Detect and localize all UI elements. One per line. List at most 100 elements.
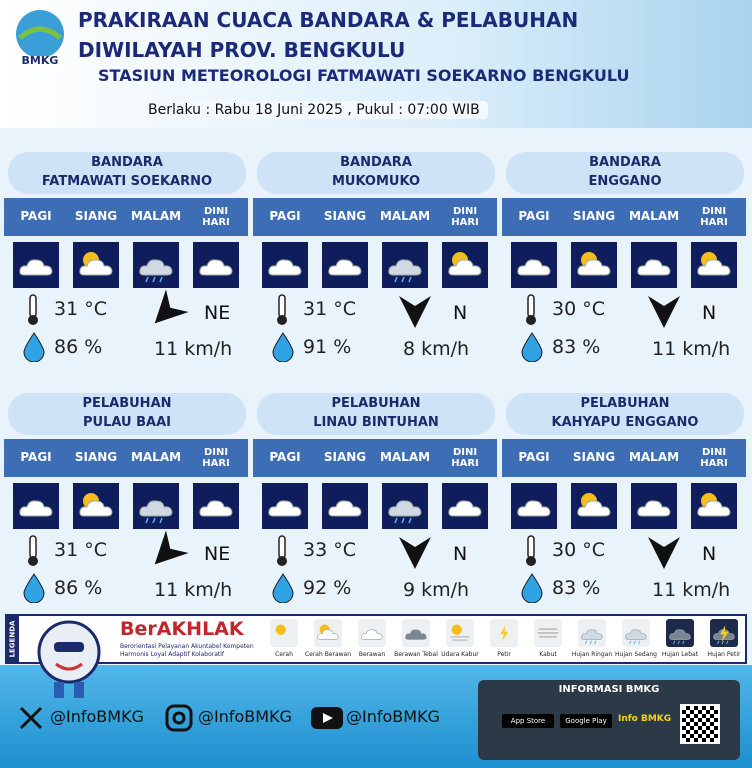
weather-icon bbox=[199, 259, 233, 276]
cloud bbox=[577, 259, 611, 276]
logo bbox=[8, 6, 72, 70]
cloud bbox=[328, 259, 362, 276]
legend-icon bbox=[446, 619, 474, 647]
weather-tile bbox=[73, 483, 119, 529]
weather-icon bbox=[388, 500, 422, 524]
rain bbox=[145, 276, 163, 283]
weather-tile bbox=[382, 242, 428, 288]
weather-icon bbox=[713, 625, 735, 645]
weather-icon bbox=[537, 628, 559, 638]
wind-arrow bbox=[138, 284, 195, 341]
legend-icon bbox=[358, 619, 386, 647]
location-pill bbox=[506, 152, 744, 194]
thermometer-icon bbox=[28, 294, 38, 325]
weather-tile bbox=[631, 483, 677, 529]
cloud bbox=[19, 259, 53, 276]
location-type: BANDARA bbox=[340, 155, 412, 170]
period-bar bbox=[4, 439, 248, 477]
rain bbox=[673, 640, 685, 645]
legend-item: Udara Kabur bbox=[441, 651, 479, 658]
location-name: KAHYAPU ENGGANO bbox=[551, 415, 699, 430]
weather-icon bbox=[139, 500, 173, 524]
location-name: PULAU BAAI bbox=[83, 415, 171, 430]
legend-item: Hujan Sedang bbox=[615, 651, 657, 658]
thermometer-icon bbox=[277, 535, 287, 566]
weather-icon bbox=[697, 252, 731, 276]
weather-icon bbox=[637, 259, 671, 276]
legend-item: Cerah bbox=[275, 651, 293, 658]
x-logo bbox=[19, 706, 43, 730]
wind-arrow bbox=[138, 525, 195, 582]
cloud bbox=[388, 500, 422, 517]
location-pill bbox=[257, 152, 495, 194]
instagram-logo bbox=[165, 704, 193, 732]
wind-direction: NE bbox=[204, 543, 231, 565]
location-type: PELABUHAN bbox=[82, 396, 172, 411]
legend-icon bbox=[314, 619, 342, 647]
droplet bbox=[22, 332, 46, 363]
legend-item: Kabut bbox=[539, 651, 557, 658]
weather-icon bbox=[500, 625, 509, 643]
cloud bbox=[405, 629, 427, 640]
rain bbox=[585, 640, 597, 645]
period-bar bbox=[253, 439, 497, 477]
legend-icon bbox=[578, 619, 606, 647]
humidity: 92 % bbox=[303, 577, 352, 599]
weather-icon bbox=[517, 500, 551, 517]
period-label: DINI HARI bbox=[202, 206, 230, 228]
weather-tile bbox=[133, 242, 179, 288]
wind-arrow bbox=[395, 292, 435, 332]
weather-tile bbox=[13, 242, 59, 288]
droplet-icon bbox=[23, 332, 45, 363]
info-title: INFORMASI BMKG bbox=[558, 684, 660, 695]
period-label: DINI HARI bbox=[700, 206, 728, 228]
thermometer-icon bbox=[526, 535, 536, 566]
droplet-icon bbox=[272, 332, 294, 363]
weather-tile bbox=[442, 242, 488, 288]
period-label: PAGI bbox=[20, 450, 52, 465]
weather-tile bbox=[133, 483, 179, 529]
legend-item: Petir bbox=[497, 651, 511, 658]
wind-arrow-icon bbox=[648, 537, 680, 569]
logo-mark bbox=[16, 10, 64, 70]
cloud bbox=[697, 500, 731, 517]
location-name: LINAU BINTUHAN bbox=[313, 415, 439, 430]
fog bbox=[537, 628, 559, 638]
weather-tile bbox=[322, 242, 368, 288]
location-pill bbox=[8, 393, 246, 435]
cloud bbox=[637, 500, 671, 517]
weather-icon bbox=[517, 259, 551, 276]
weather-icon bbox=[448, 500, 482, 517]
period-label: SIANG bbox=[572, 450, 616, 465]
period-label: PAGI bbox=[518, 209, 550, 224]
social-icon bbox=[14, 703, 48, 733]
legend-item: Hujan Ringan bbox=[571, 651, 613, 658]
weather-tile bbox=[571, 483, 617, 529]
wind-speed: 8 km/h bbox=[403, 338, 470, 360]
period-label: MALAM bbox=[130, 450, 182, 465]
weather-tile bbox=[571, 242, 617, 288]
cloud bbox=[328, 500, 362, 517]
weather-icon bbox=[199, 500, 233, 517]
thermometer-icon bbox=[526, 294, 536, 325]
location-pill bbox=[257, 393, 495, 435]
period-label: SIANG bbox=[74, 450, 118, 465]
weather-tile bbox=[691, 242, 737, 288]
rain bbox=[629, 640, 641, 645]
temperature: 31 °C bbox=[54, 539, 107, 561]
period-label: SIANG bbox=[572, 209, 616, 224]
social-handle: @InfoBMKG bbox=[198, 707, 292, 726]
weather-icon bbox=[328, 500, 362, 517]
logo-text: BMKG bbox=[21, 54, 59, 67]
cloud bbox=[625, 629, 647, 640]
weather-icon bbox=[577, 493, 611, 517]
store-badge: App Store bbox=[502, 714, 554, 728]
legend-item: Berawan bbox=[358, 651, 386, 658]
weather-tile bbox=[442, 483, 488, 529]
cloud bbox=[697, 259, 731, 276]
cloud bbox=[199, 259, 233, 276]
youtube-logo bbox=[311, 707, 343, 729]
info-brand: Info BMKG bbox=[618, 714, 672, 724]
period-bar bbox=[4, 198, 248, 236]
